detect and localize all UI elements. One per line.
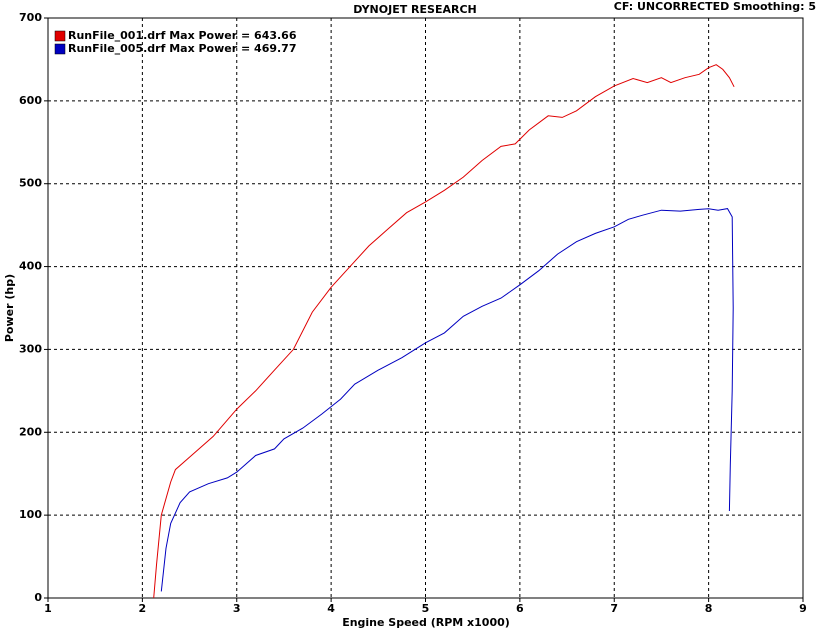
y-tick-label: 400 — [19, 260, 42, 273]
y-tick-label: 200 — [19, 425, 42, 438]
chart-subtitle: CF: UNCORRECTED Smoothing: 5 — [614, 0, 816, 13]
x-tick-label: 1 — [44, 602, 52, 615]
legend-swatch — [54, 43, 66, 55]
y-tick-label: 100 — [19, 508, 42, 521]
legend-label: RunFile_005.drf Max Power = 469.77 — [68, 42, 297, 55]
legend-label: RunFile_001.drf Max Power = 643.66 — [68, 29, 297, 42]
legend-swatch — [54, 30, 66, 42]
chart-title: DYNOJET RESEARCH — [353, 3, 476, 16]
x-tick-label: 9 — [799, 602, 807, 615]
y-tick-label: 700 — [19, 11, 42, 24]
x-tick-label: 5 — [422, 602, 430, 615]
y-axis-label: Power (hp) — [3, 274, 16, 342]
x-tick-label: 2 — [139, 602, 147, 615]
x-tick-label: 7 — [610, 602, 618, 615]
line-series — [160, 208, 734, 592]
x-axis-label: Engine Speed (RPM x1000) — [342, 616, 510, 629]
y-tick-label: 300 — [19, 342, 42, 355]
y-tick-label: 600 — [19, 94, 42, 107]
x-tick-label: 3 — [233, 602, 241, 615]
x-tick-label: 8 — [705, 602, 713, 615]
x-tick-label: 6 — [516, 602, 524, 615]
y-tick-label: 0 — [34, 591, 42, 604]
x-tick-label: 4 — [327, 602, 335, 615]
y-tick-label: 500 — [19, 177, 42, 190]
line-series — [153, 64, 735, 599]
